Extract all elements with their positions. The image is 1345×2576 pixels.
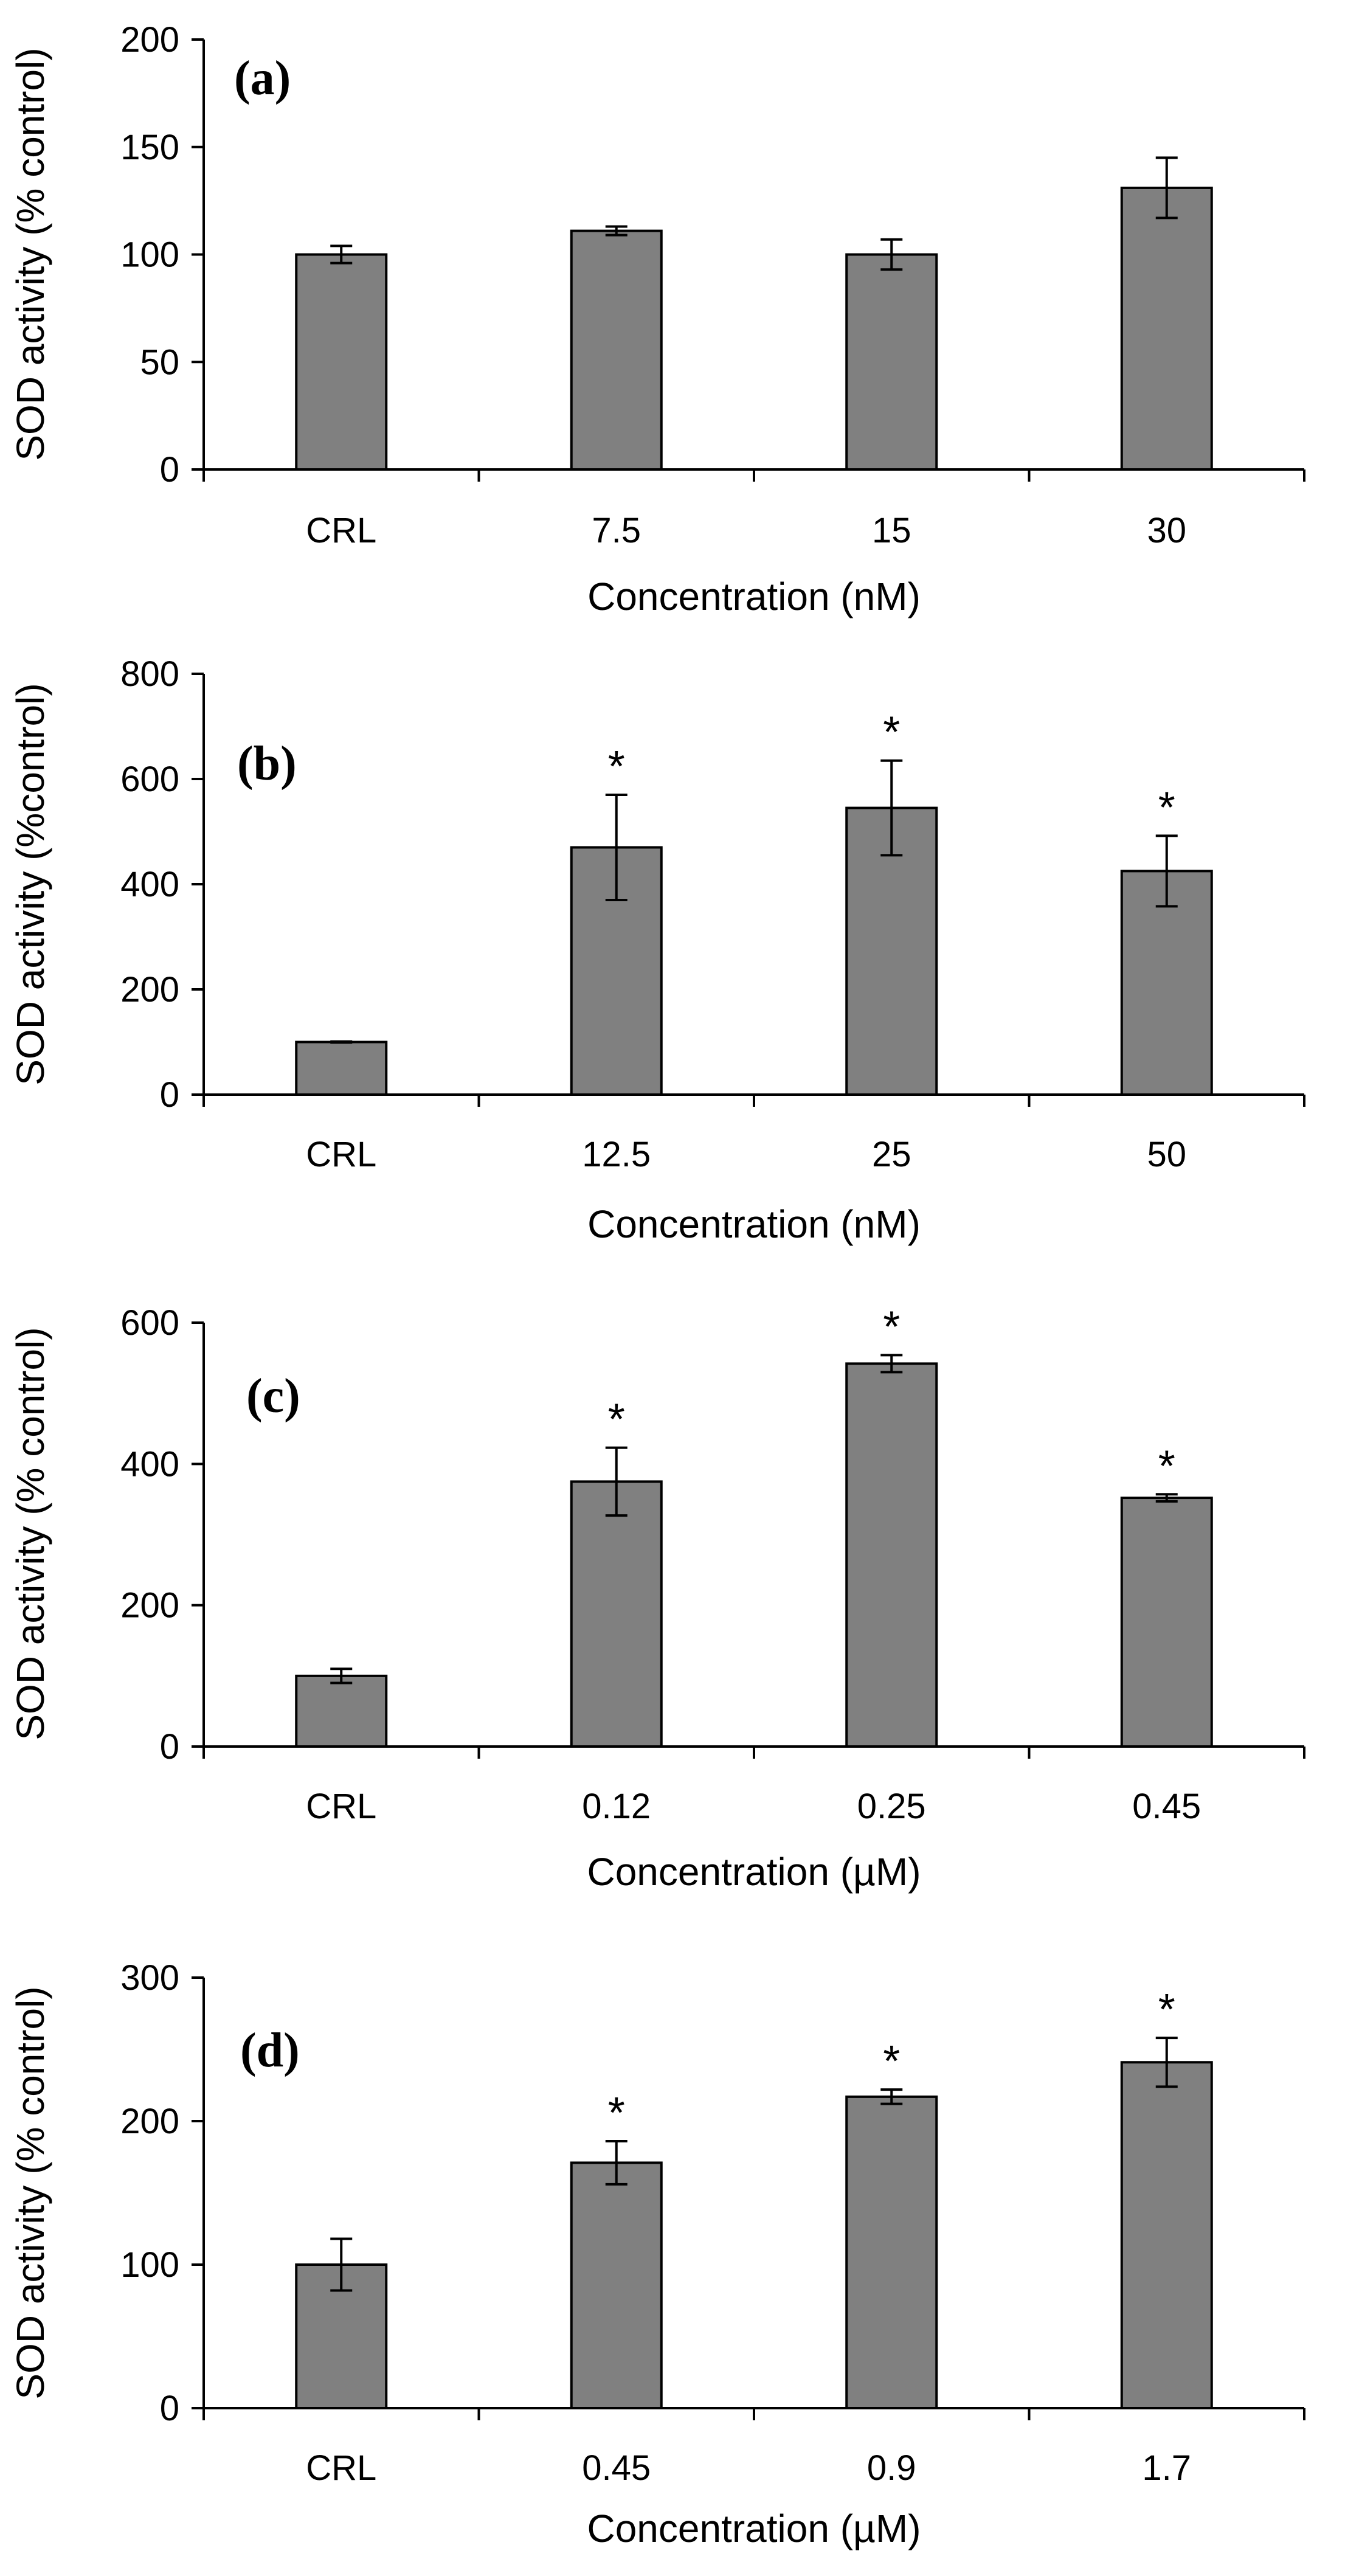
y-tick-label: 0 [160,1727,179,1767]
significance-marker: * [883,708,900,757]
significance-marker: * [1158,783,1175,832]
x-tick-label: 1.7 [1142,2448,1191,2488]
x-tick-label: 12.5 [582,1135,651,1174]
x-axis-title: Concentration (µM) [587,1850,921,1894]
x-tick-label: CRL [306,2448,376,2488]
y-tick-label: 600 [120,1303,179,1343]
y-tick-label: 600 [120,760,179,799]
chart-panel-c: 0 200 400 600 CRL * 0.12 * 0.25 * 0.45 Concentratio… [9,1303,1305,1894]
significance-marker: * [1158,1986,1175,2034]
significance-marker: * [608,1396,625,1444]
bar [570,1480,663,1748]
x-axis-title: Concentration (µM) [587,2507,921,2550]
x-tick-label: 0.25 [857,1787,926,1826]
x-tick-label: 50 [1147,1135,1186,1174]
x-tick-label: 0.45 [1132,1787,1201,1826]
significance-marker: * [883,1303,900,1351]
y-axis-title: SOD activity (% control) [9,47,52,460]
bar [570,2161,663,2409]
y-axis-title: SOD activity (%control) [9,683,52,1085]
x-tick-label: 15 [872,511,911,550]
x-tick-label: 30 [1147,511,1186,550]
significance-marker: * [883,2037,900,2086]
bar [295,1040,388,1096]
bar [845,253,938,471]
panel-label: (a) [234,52,291,105]
significance-marker: * [608,743,625,791]
panel-label: (d) [240,2024,300,2077]
y-tick-label: 150 [120,128,179,167]
bar [570,229,663,471]
significance-marker: * [1158,1442,1175,1491]
bar [1120,1497,1213,1748]
y-tick-label: 200 [120,20,179,60]
y-tick-label: 200 [120,1586,179,1626]
panel-label: (c) [246,1369,300,1423]
y-tick-label: 50 [140,342,179,382]
x-axis-title: Concentration (nM) [587,1202,921,1246]
y-tick-label: 200 [120,2102,179,2141]
y-axis-title: SOD activity (% control) [9,1327,52,1740]
y-tick-label: 0 [160,2389,179,2428]
panel-label: (b) [237,737,297,791]
x-tick-label: CRL [306,511,376,550]
x-tick-label: 0.45 [582,2448,651,2488]
y-tick-label: 0 [160,450,179,490]
chart-panel-a: 0 50 100 150 200 CRL 7.5 15 30 Concentration (nM)… [9,20,1305,618]
y-axis-title: SOD activity (% control) [9,1986,52,2399]
y-tick-label: 0 [160,1075,179,1115]
y-tick-label: 400 [120,865,179,904]
x-tick-label: CRL [306,1787,376,1826]
significance-marker: * [608,2089,625,2138]
x-tick-label: 25 [872,1135,911,1174]
y-tick-label: 400 [120,1444,179,1484]
chart-panel-b: 0 200 400 600 800 CRL * 12.5 * 25 * 50 Concentration… [9,654,1305,1246]
bar [295,253,388,471]
x-tick-label: 0.9 [867,2448,916,2488]
y-tick-label: 800 [120,654,179,694]
x-tick-label: 7.5 [592,511,641,550]
bar [845,1362,938,1748]
bar [1120,2061,1213,2409]
y-tick-label: 100 [120,2245,179,2285]
chart-panel-d: 0 100 200 300 CRL * 0.45 * 0.9 * 1.7 Concentration … [9,1958,1305,2550]
x-tick-label: 0.12 [582,1787,651,1826]
bar [845,2095,938,2409]
y-tick-label: 100 [120,235,179,275]
x-tick-label: CRL [306,1135,376,1174]
x-axis-title: Concentration (nM) [587,575,921,618]
y-tick-label: 300 [120,1958,179,1998]
y-tick-label: 200 [120,970,179,1009]
bar [1120,186,1213,471]
bar [295,1674,388,1748]
